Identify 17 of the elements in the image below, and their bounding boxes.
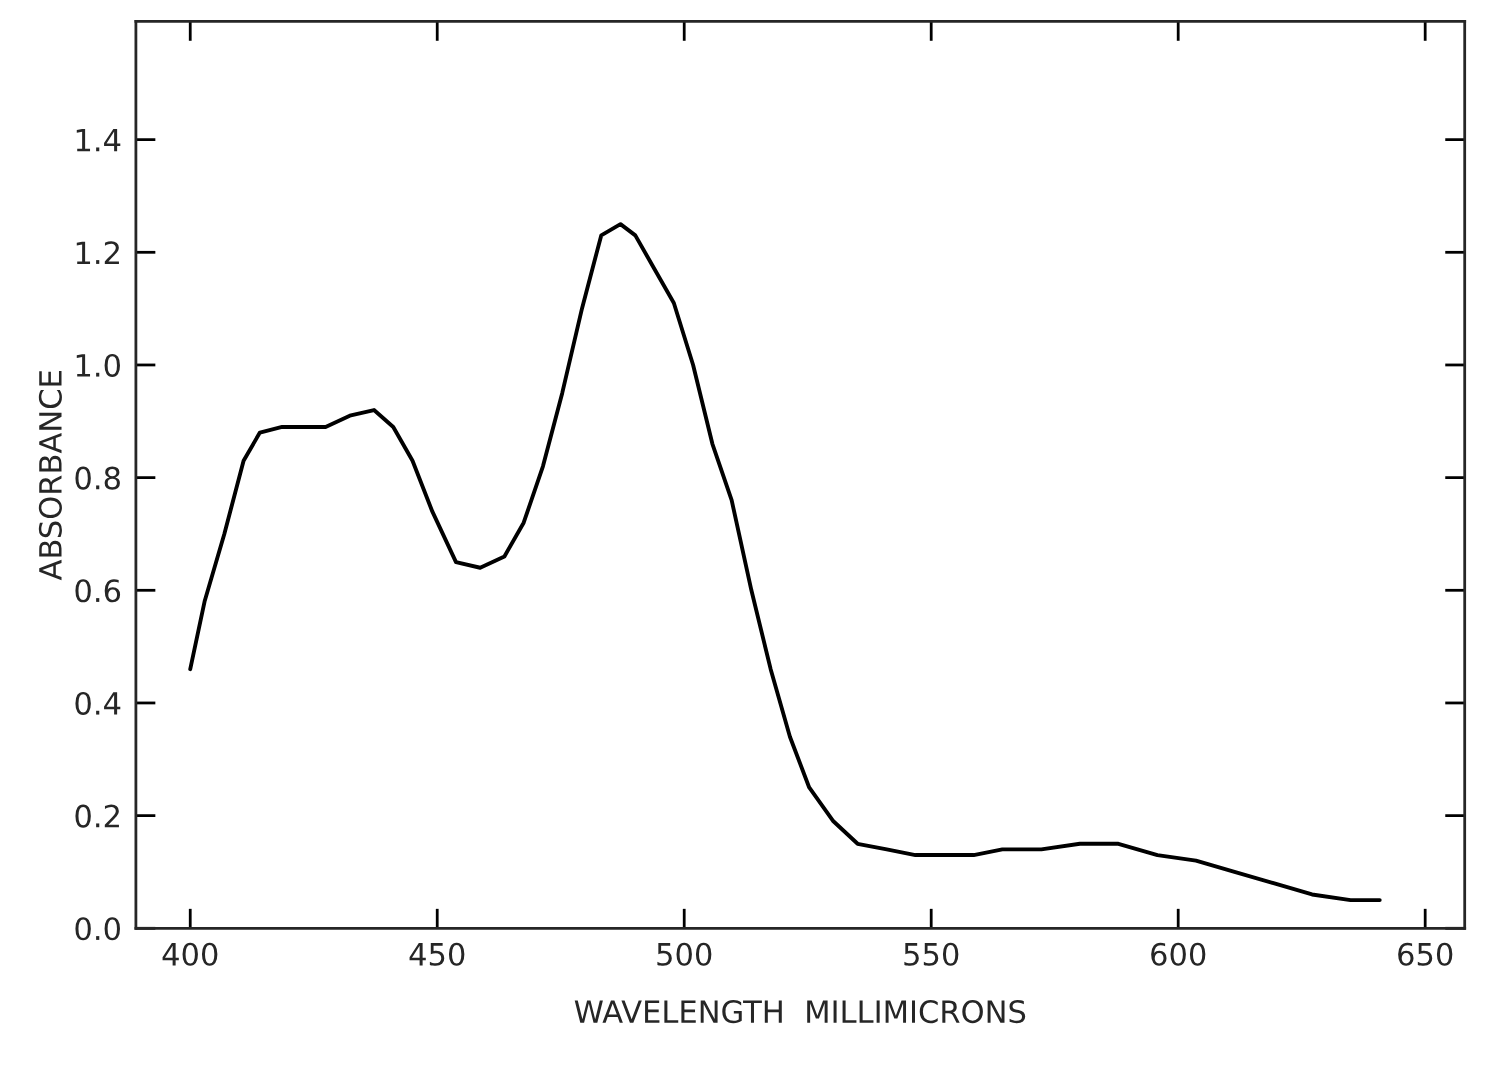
- line-series: [188, 222, 1382, 903]
- x-axis-title: WAVELENGTH MILLIMICRONS: [574, 1000, 1026, 1024]
- y-tick-label: 0.6: [75, 579, 121, 603]
- x-tick-label: 450: [409, 942, 465, 966]
- x-tick-label: 550: [904, 942, 959, 966]
- y-tick-label: 1.2: [76, 241, 119, 264]
- y-tick-label: 1.0: [76, 353, 120, 378]
- y-tick-label: 0.0: [75, 917, 120, 941]
- x-tick-label: 600: [1151, 942, 1206, 966]
- x-tick-label: 400: [162, 942, 218, 966]
- x-tick-label: 650: [1398, 942, 1453, 966]
- x-tick-label: 500: [657, 942, 712, 966]
- y-tick-label: 0.2: [75, 804, 119, 828]
- y-axis-title: ABSORBANCE: [38, 371, 62, 581]
- y-tick-label: 0.4: [75, 691, 121, 715]
- y-tick-label: 1.4: [76, 128, 121, 152]
- y-tick-label: 0.8: [75, 466, 120, 490]
